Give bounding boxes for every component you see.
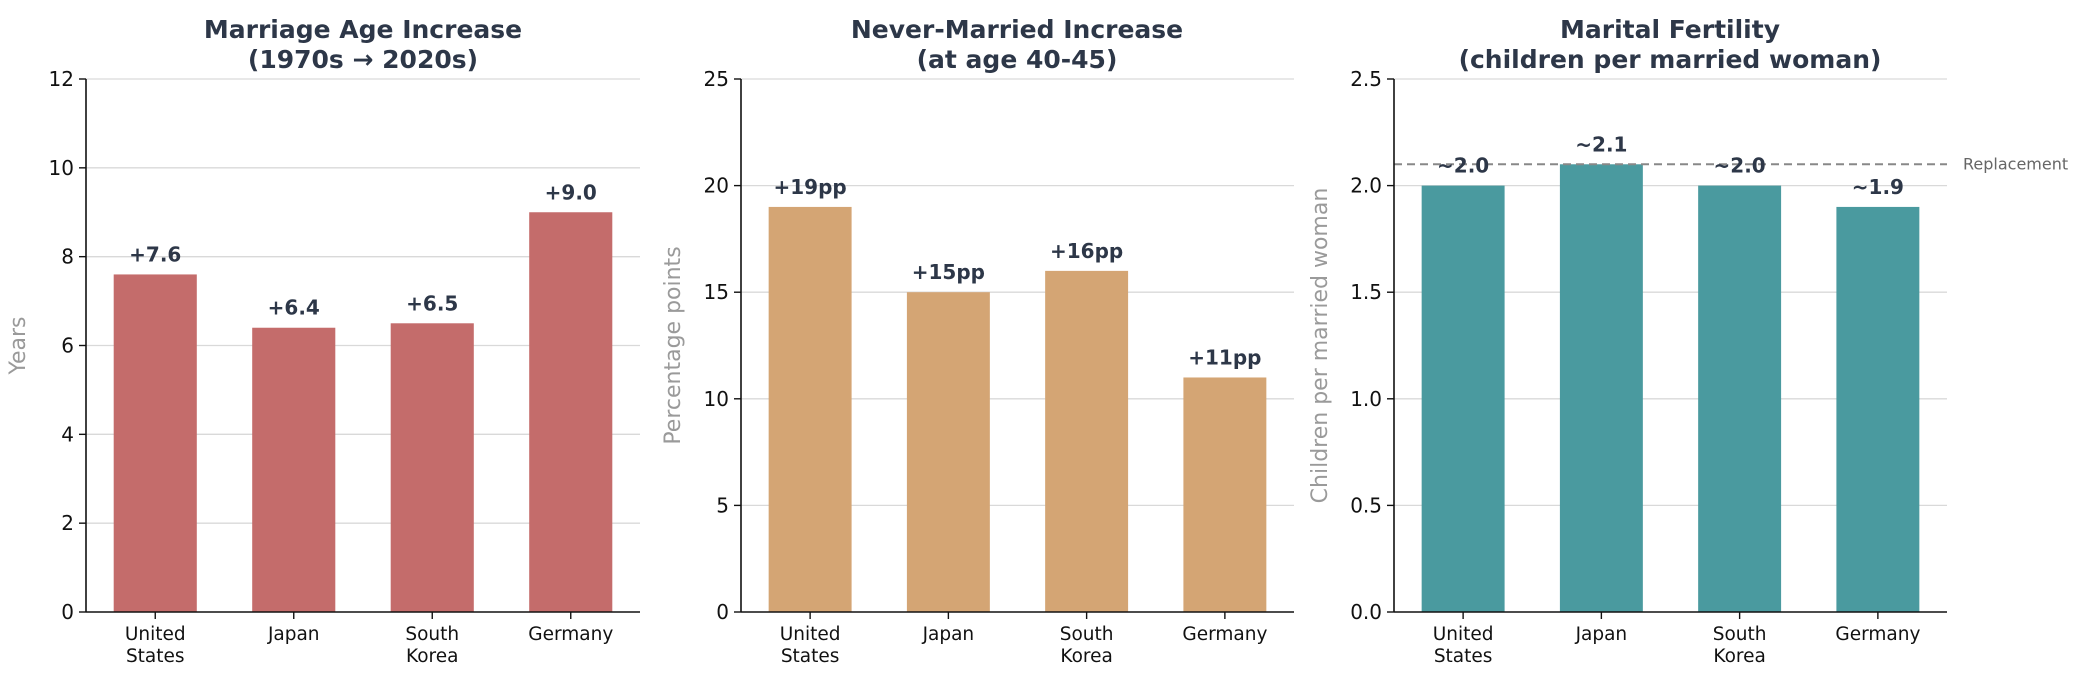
y-tick-label: 6	[61, 334, 74, 358]
reference-line-label: Replacement	[1963, 154, 2068, 173]
x-tick-label: Japan	[922, 624, 975, 645]
bar-united-states	[1421, 185, 1505, 612]
y-tick-label: 10	[49, 156, 74, 180]
bar-south-korea	[390, 323, 474, 612]
y-axis-label: Years	[6, 316, 31, 375]
data-label: +6.5	[406, 291, 458, 315]
x-tick-label: South Korea	[1713, 624, 1767, 667]
x-tick-label: United States	[1433, 624, 1494, 667]
bar-south-korea	[1698, 185, 1782, 612]
y-tick-label: 0	[716, 600, 729, 624]
chart-panel-1: +7.6 +6.4 +6.5 +9.0 0 2 4 6 8 10 12 United States Jap…	[6, 15, 640, 667]
y-tick-label: 15	[704, 280, 729, 304]
bar-germany	[1183, 377, 1267, 612]
chart-title: Marital Fertility (children per married w…	[1459, 15, 1882, 74]
bar-japan	[252, 327, 336, 612]
y-tick-label: 25	[704, 67, 729, 91]
y-tick-label: 0	[61, 600, 74, 624]
data-label: +9.0	[545, 180, 597, 204]
data-label: ~2.1	[1575, 132, 1627, 156]
x-tick-label: Germany	[528, 624, 613, 645]
data-label: +16pp	[1050, 239, 1123, 263]
x-tick-label: Japan	[267, 624, 320, 645]
y-tick-label: 4	[61, 422, 74, 446]
x-tick-label: Germany	[1835, 624, 1920, 645]
bar-germany	[1836, 206, 1920, 613]
data-label: +6.4	[268, 296, 320, 320]
y-tick-label: 8	[61, 245, 74, 269]
chart-title: Never-Married Increase (at age 40-45)	[851, 15, 1183, 74]
chart-title: Marriage Age Increase (1970s → 2020s)	[204, 15, 522, 74]
data-label: +11pp	[1188, 345, 1261, 369]
x-tick-label: South Korea	[1060, 624, 1114, 667]
y-tick-label: 5	[716, 493, 729, 517]
data-label: ~1.9	[1852, 175, 1904, 199]
bar-japan	[906, 292, 990, 612]
y-tick-label: 0.5	[1350, 493, 1382, 517]
y-tick-label: 2	[61, 511, 74, 535]
bar-south-korea	[1045, 270, 1129, 612]
bar-united-states	[113, 274, 197, 612]
y-axis-label: Percentage points	[661, 246, 686, 444]
y-tick-label: 0.0	[1350, 600, 1382, 624]
chart-panel-3: Replacement ~2.0 ~2.1 ~2.0 ~1.9 0.0 0.5 1.0 1.5 2…	[1308, 15, 2068, 667]
data-label: ~2.0	[1437, 154, 1489, 178]
y-tick-label: 20	[704, 174, 729, 198]
bar-germany	[529, 212, 613, 612]
bar-japan	[1559, 164, 1643, 612]
y-tick-label: 2.5	[1350, 67, 1382, 91]
x-tick-label: United States	[780, 624, 841, 667]
data-label: +15pp	[912, 260, 985, 284]
x-tick-label: United States	[125, 624, 186, 667]
y-tick-label: 2.0	[1350, 174, 1382, 198]
y-axis-label: Children per married woman	[1308, 188, 1333, 504]
y-tick-label: 12	[49, 67, 74, 91]
bar-united-states	[768, 206, 852, 613]
y-tick-label: 1.0	[1350, 387, 1382, 411]
data-label: +7.6	[129, 242, 181, 266]
x-tick-label: Germany	[1182, 624, 1267, 645]
data-label: +19pp	[774, 175, 847, 199]
chart-panel-2: +19pp +15pp +16pp +11pp 0 5 10 15 20 25 United Stat…	[661, 15, 1294, 667]
x-tick-label: Japan	[1575, 624, 1628, 645]
x-tick-label: South Korea	[405, 624, 459, 667]
y-tick-label: 1.5	[1350, 280, 1382, 304]
y-tick-label: 10	[704, 387, 729, 411]
data-label: ~2.0	[1714, 154, 1766, 178]
